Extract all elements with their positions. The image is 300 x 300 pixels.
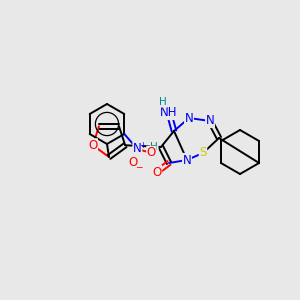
Text: −: − <box>135 163 142 172</box>
Text: NH: NH <box>160 106 178 119</box>
Text: S: S <box>199 146 207 160</box>
Text: N: N <box>206 115 214 128</box>
Text: O: O <box>147 146 156 160</box>
Text: N: N <box>183 154 191 166</box>
Text: O: O <box>88 139 98 152</box>
Text: N: N <box>133 142 142 155</box>
Text: N: N <box>184 112 194 124</box>
Text: H: H <box>159 97 167 107</box>
Text: O: O <box>129 157 138 169</box>
Text: O: O <box>152 166 162 178</box>
Text: +: + <box>139 140 146 149</box>
Text: H: H <box>150 142 158 152</box>
